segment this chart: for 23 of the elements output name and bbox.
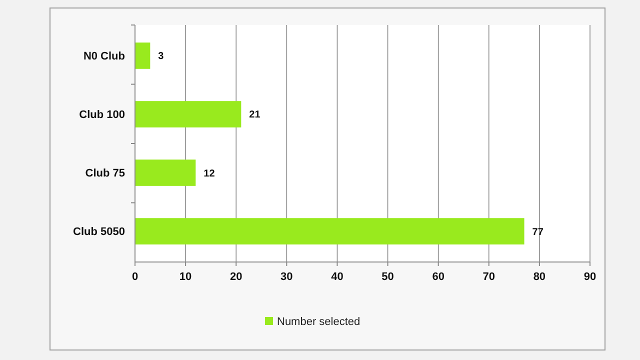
y-tick-label: Club 75 — [85, 168, 125, 180]
bar — [135, 101, 242, 128]
legend-label: Number selected — [277, 316, 360, 328]
x-tick-label: 60 — [432, 271, 444, 283]
bar — [135, 218, 524, 244]
x-tick-label: 30 — [280, 271, 293, 283]
bar — [135, 160, 196, 186]
data-label: 3 — [158, 51, 164, 62]
y-tick-label: N0 Club — [83, 50, 126, 63]
x-tick-label: 90 — [584, 271, 596, 283]
x-tick-label: 0 — [132, 271, 138, 283]
x-tick-label: 10 — [179, 271, 192, 283]
x-tick-label: 70 — [482, 271, 496, 283]
x-tick-label: 80 — [533, 271, 546, 283]
data-label: 12 — [204, 168, 216, 180]
y-tick-label: Club 100 — [79, 109, 125, 122]
bar — [135, 42, 150, 69]
data-label: 77 — [532, 226, 544, 238]
x-tick-label: 20 — [230, 271, 242, 283]
data-label: 21 — [249, 110, 261, 121]
x-tick-label: 40 — [331, 271, 344, 283]
x-tick-label: 50 — [382, 271, 394, 283]
y-tick-label: Club 5050 — [73, 226, 125, 238]
